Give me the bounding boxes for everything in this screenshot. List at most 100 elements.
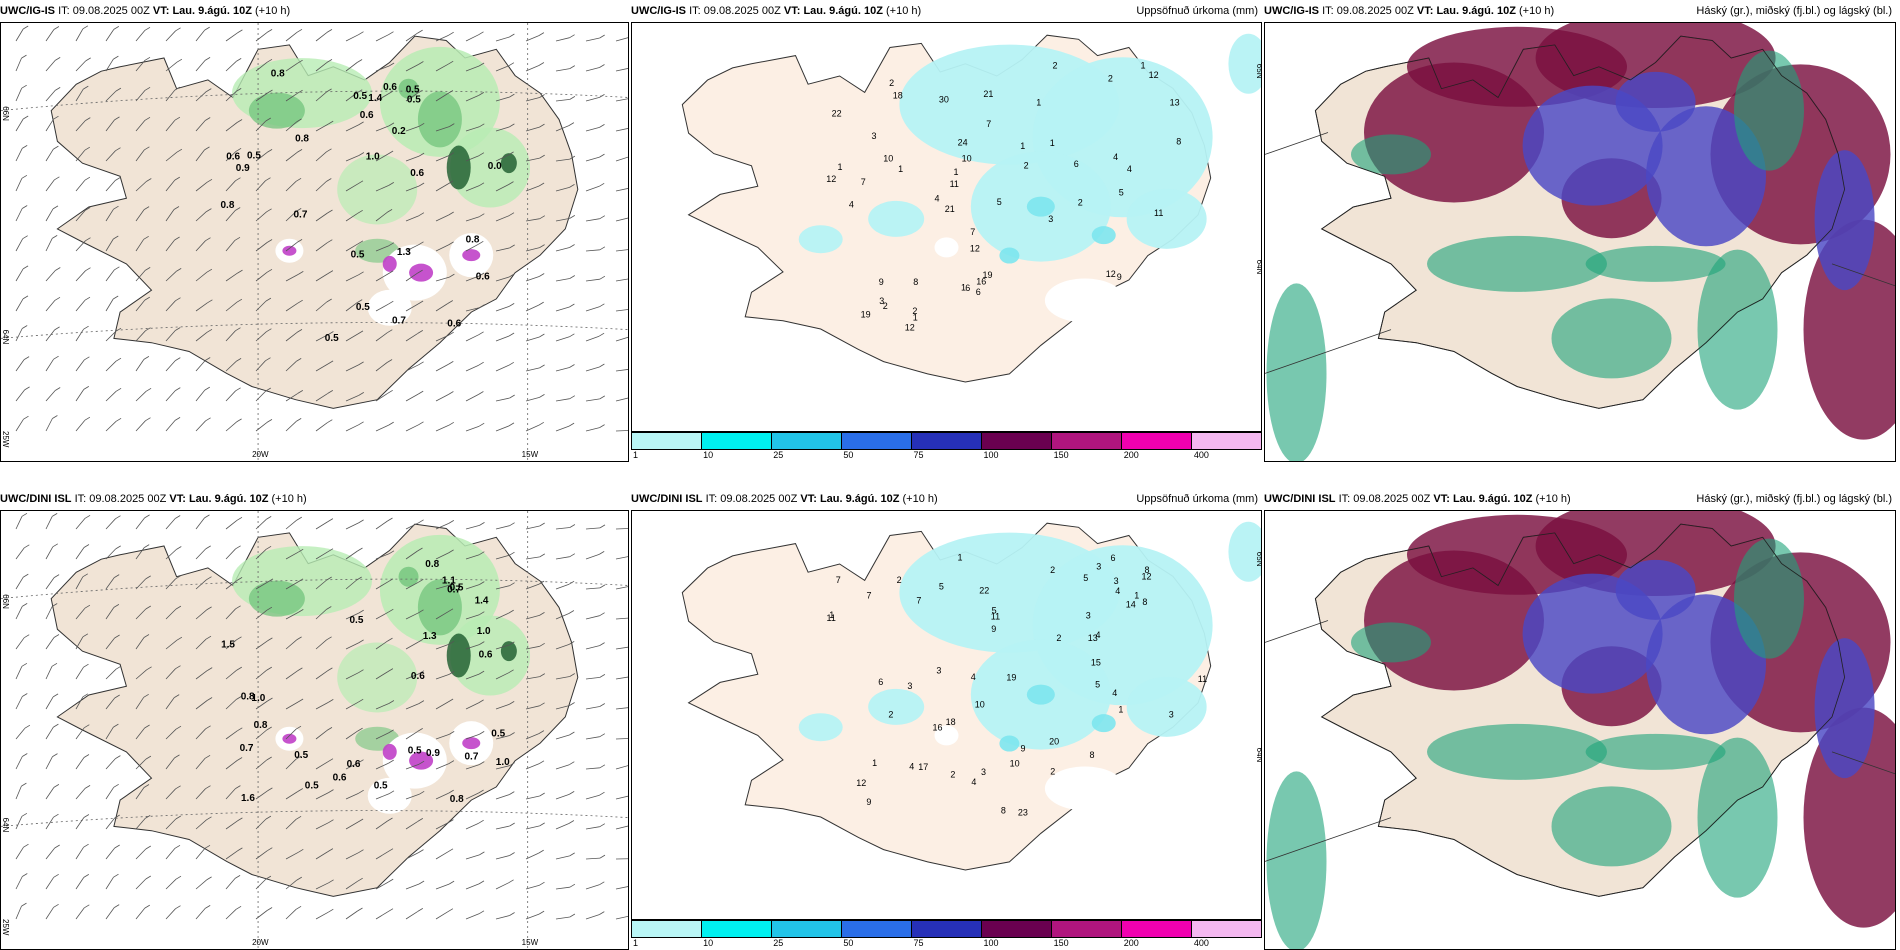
wind-barb bbox=[585, 645, 600, 650]
wind-barb-flag bbox=[357, 818, 364, 823]
wind-barb-flag bbox=[206, 576, 212, 581]
grid-label: 65N bbox=[1255, 552, 1261, 567]
cloud-map[interactable] bbox=[1264, 510, 1896, 950]
wind-barb bbox=[285, 791, 299, 800]
wind-barb-flag bbox=[205, 785, 211, 790]
wind-barb-flag bbox=[356, 59, 363, 63]
wind-barb bbox=[255, 729, 267, 740]
wind-barb bbox=[585, 185, 600, 192]
wind-barb-flag bbox=[206, 208, 212, 212]
wind-barb bbox=[435, 394, 449, 402]
wind-barb bbox=[105, 360, 117, 372]
precip-area bbox=[1228, 521, 1261, 582]
wind-map[interactable]: 0.5 0.8 0.9 0.5 1.4 1.0 1.5 0.8 1.1 0.6 0.7 1.0 0.8 0… bbox=[0, 510, 629, 950]
wind-barb-flag bbox=[82, 573, 89, 578]
wind-barb-flag bbox=[297, 698, 304, 703]
wind-barb-flag bbox=[175, 905, 181, 910]
wind-barb bbox=[405, 911, 419, 920]
precip-map[interactable]: 10 16 18 23 12 1 4 8 9 11 7 5 12 4 1 2 6 11 8 5 4 11 2 1 2 3 5 7 17 3… bbox=[631, 510, 1262, 920]
wind-barb-flag bbox=[418, 519, 424, 524]
wind-barb bbox=[165, 608, 177, 620]
value-label: 19 bbox=[861, 309, 871, 319]
precip-area-heavy bbox=[999, 735, 1020, 752]
wind-barb bbox=[435, 701, 449, 710]
wind-barb bbox=[585, 37, 600, 42]
wind-barb bbox=[255, 818, 267, 830]
legend-tick-label: 25 bbox=[773, 450, 784, 460]
value-label: 15 bbox=[1091, 658, 1101, 668]
wind-barb bbox=[135, 637, 145, 650]
wind-barb bbox=[525, 424, 539, 432]
wind-barb-flag bbox=[235, 605, 241, 610]
wind-barb bbox=[345, 364, 359, 372]
wind-barb bbox=[585, 677, 600, 680]
wind-barb bbox=[525, 763, 540, 770]
cloud-map[interactable] bbox=[1264, 22, 1896, 462]
wind-barb bbox=[285, 639, 297, 650]
wind-barb-flag bbox=[113, 604, 120, 608]
wind-barb-flag bbox=[267, 578, 274, 583]
wind-barb bbox=[345, 792, 359, 800]
value-label: 11 bbox=[827, 613, 836, 623]
value-label: 0.6 bbox=[347, 759, 361, 770]
wind-barb bbox=[15, 756, 23, 770]
wind-barb-flag bbox=[356, 89, 363, 94]
wind-barb bbox=[165, 757, 175, 770]
wind-barb bbox=[165, 271, 177, 282]
wind-barb bbox=[285, 519, 298, 530]
wind-barb-flag bbox=[84, 604, 91, 609]
wind-barb bbox=[615, 278, 628, 282]
wind-barb bbox=[135, 697, 145, 710]
map-svg: 0.50.80.90.51.41.01.50.81.10.60.7 1.00.80… bbox=[1, 511, 628, 949]
wind-barb-flag bbox=[357, 180, 364, 185]
wind-barb bbox=[405, 612, 419, 620]
precip-map[interactable]: 2 1 19 16 12 9 11 18 4 7 12 10 12 8 7 8 12 4 2 9 5 6 4 22 4 11 6 1 2… bbox=[631, 22, 1262, 432]
wind-barb-flag bbox=[21, 174, 28, 179]
wind-barb-flag bbox=[297, 390, 304, 394]
high-cloud-area bbox=[1734, 538, 1804, 659]
wind-barb-flag bbox=[84, 296, 91, 301]
wind-barb-flag bbox=[83, 754, 90, 758]
wind-barb-flag bbox=[206, 697, 213, 701]
value-label: 1.0 bbox=[477, 626, 491, 637]
grid-label: 66N bbox=[1, 106, 10, 121]
wind-barb-flag bbox=[326, 88, 332, 93]
panel-header: UWC/IG-IS IT: 09.08.2025 00Z VT: Lau. 9.… bbox=[631, 0, 1262, 22]
wind-barb bbox=[615, 156, 628, 162]
wind-barb-flag bbox=[448, 520, 455, 524]
wind-barb bbox=[225, 301, 238, 312]
wind-barb-flag bbox=[51, 603, 58, 607]
wind-barb-flag bbox=[84, 724, 90, 729]
wind-barb bbox=[15, 28, 24, 42]
wind-barb-flag bbox=[569, 395, 576, 400]
wind-barb bbox=[375, 303, 389, 312]
wind-barb bbox=[345, 880, 358, 890]
wind-barb-flag bbox=[144, 296, 151, 301]
boundary-line bbox=[1265, 132, 1329, 155]
legend-swatch bbox=[1052, 433, 1122, 449]
legend-bar bbox=[631, 432, 1262, 450]
wind-barb-flag bbox=[568, 122, 575, 126]
wind-barb-flag bbox=[115, 87, 122, 92]
wind-barb-flag bbox=[204, 26, 210, 31]
wind-barb bbox=[465, 34, 479, 42]
legend-swatch bbox=[702, 433, 772, 449]
wind-barb-flag bbox=[538, 182, 545, 187]
value-label: 1.3 bbox=[423, 631, 437, 642]
wind-barb bbox=[285, 332, 298, 342]
wind-barb bbox=[195, 302, 208, 312]
wind-barb bbox=[525, 705, 540, 710]
wind-barb-flag bbox=[599, 34, 605, 39]
wind-barb-flag bbox=[143, 356, 150, 360]
wind-barb bbox=[495, 335, 510, 342]
wind-barb bbox=[405, 92, 418, 102]
wind-barb-flag bbox=[206, 178, 213, 183]
glacier-area bbox=[1044, 278, 1125, 323]
low-cloud-area bbox=[1615, 559, 1696, 620]
wind-barb bbox=[165, 89, 176, 102]
wind-barb bbox=[45, 390, 56, 402]
wind-barb-flag bbox=[204, 844, 211, 849]
value-label: 8 bbox=[1001, 806, 1006, 816]
wind-barb-flag bbox=[358, 361, 364, 366]
wind-map[interactable]: 0.6 0.5 0.5 0.0 0.8 0.9 0.5 0.8 0.6 0.6 1.0 0.7 0.2 1… bbox=[0, 22, 629, 462]
